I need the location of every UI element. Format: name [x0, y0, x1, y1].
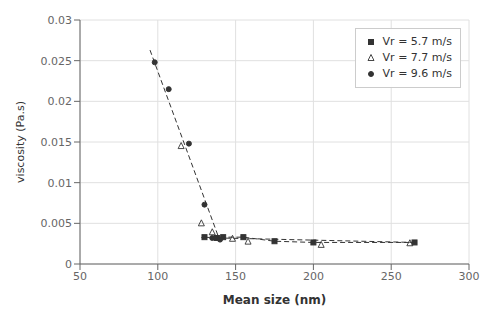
svg-text:Mean size (nm): Mean size (nm) [223, 293, 326, 307]
svg-text:0.01: 0.01 [48, 177, 73, 190]
svg-text:0.02: 0.02 [48, 95, 73, 108]
html-text:Vr = 5.7 m/s: Vr = 5.7 m/s [382, 35, 452, 48]
svg-text:50: 50 [73, 270, 87, 283]
svg-text:0.03: 0.03 [48, 14, 73, 27]
svg-text:150: 150 [225, 270, 246, 283]
svg-text:viscosity (Pa.s): viscosity (Pa.s) [14, 101, 27, 183]
svg-text:250: 250 [381, 270, 402, 283]
svg-text:0.025: 0.025 [41, 55, 73, 68]
svg-text:0: 0 [65, 258, 72, 271]
svg-text:300: 300 [459, 270, 480, 283]
svg-text:100: 100 [147, 270, 168, 283]
svg-text:0.015: 0.015 [41, 136, 73, 149]
html-text:Vr = 9.6 m/s: Vr = 9.6 m/s [382, 67, 452, 80]
svg-text:200: 200 [303, 270, 324, 283]
svg-text:0.005: 0.005 [41, 217, 73, 230]
html-text:Vr = 7.7 m/s: Vr = 7.7 m/s [382, 51, 452, 64]
